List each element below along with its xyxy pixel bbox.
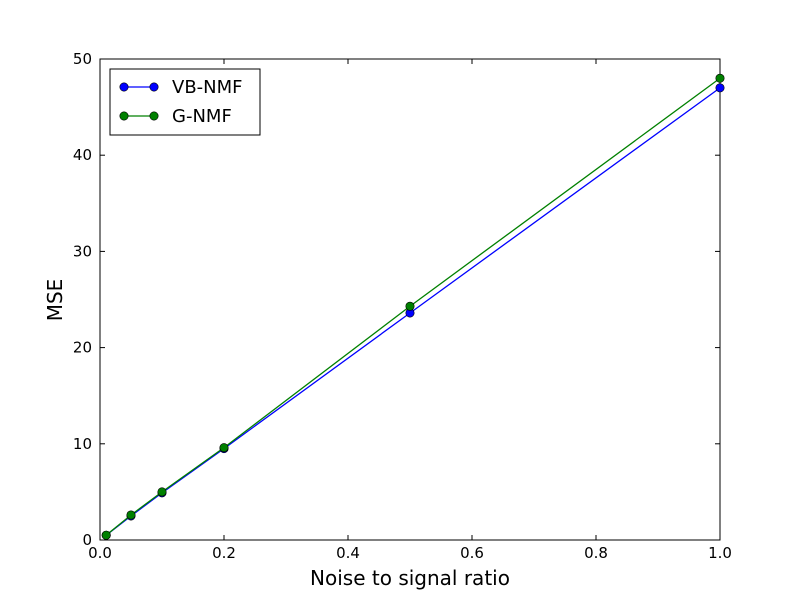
y-axis-label: MSE [43,279,67,322]
y-tick-label: 50 [73,50,92,68]
series-line [105,77,721,536]
y-tick-label: 10 [73,435,92,453]
data-point [405,301,415,311]
series-1 [101,73,725,540]
data-point [126,510,136,520]
plot-area [99,58,721,541]
plot-frame [99,58,721,541]
x-tick-label: 0.8 [584,544,608,562]
data-point [101,530,111,540]
legend-entry-0: VB-NMF [119,77,243,98]
x-tick-label: 0.6 [460,544,484,562]
legend-marker [149,111,159,121]
legend-box [109,68,261,136]
y-tick-label: 0 [82,531,92,549]
legend-entry-1: G-NMF [119,106,232,127]
x-axis-label: Noise to signal ratio [310,566,510,590]
legend: VB-NMF G-NMF [109,68,261,136]
legend-marker [149,82,159,92]
x-tick-label: 1.0 [708,544,732,562]
x-tick-label: 0.4 [336,544,360,562]
legend-label: VB-NMF [172,77,243,98]
y-tick-label: 40 [73,146,92,164]
legend-marker [119,111,129,121]
x-tick-label: 0.2 [212,544,236,562]
y-tick-label: 30 [73,242,92,260]
x-tick-label: 0.0 [88,544,112,562]
legend-label: G-NMF [172,106,232,127]
series-layer [101,73,725,540]
data-point [157,487,167,497]
legend-marker [119,82,129,92]
plot-background [100,59,720,540]
data-point [715,83,725,93]
y-tick-label: 20 [73,339,92,357]
data-point [219,443,229,453]
data-point [715,73,725,83]
ticks-layer: 0.0 0.2 0.4 0.6 0.8 1.0 0 10 20 30 40 50 [73,50,732,562]
